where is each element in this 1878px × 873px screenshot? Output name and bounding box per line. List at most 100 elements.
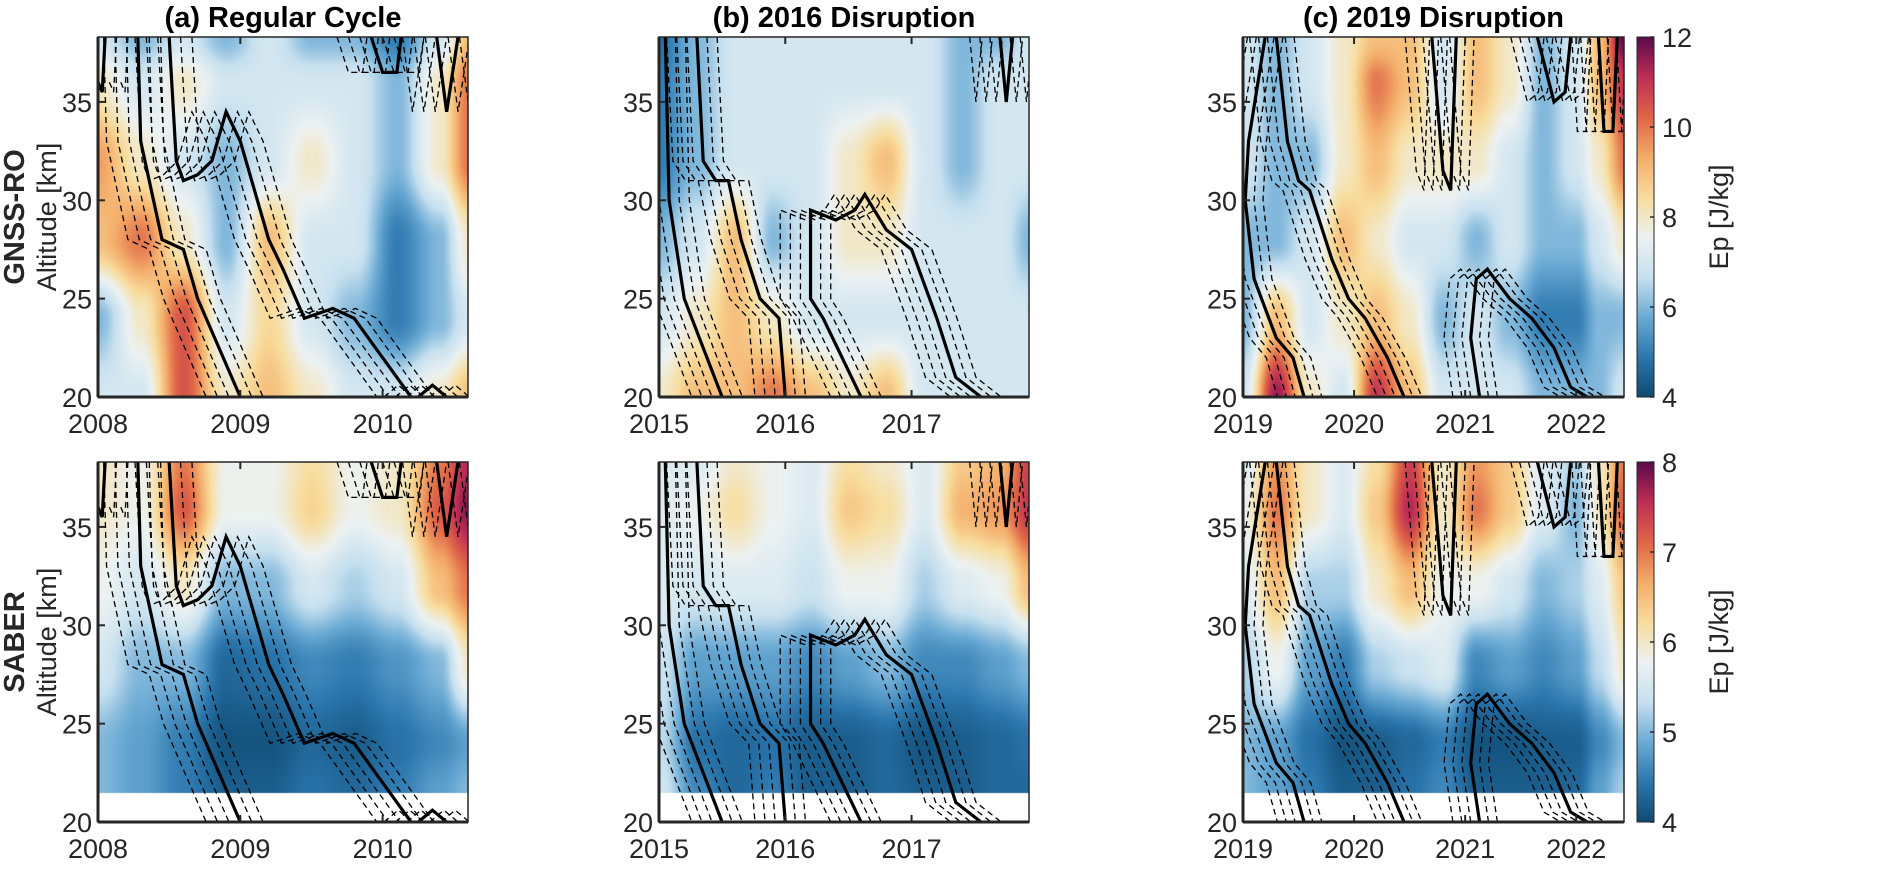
dashed-contour-line bbox=[665, 37, 756, 397]
dashed-contour-line bbox=[1487, 693, 1606, 822]
dashed-contour-line bbox=[359, 37, 391, 74]
dashed-contour-line bbox=[716, 37, 807, 397]
dashed-contour-line bbox=[1440, 37, 1466, 191]
dashed-contour-line bbox=[458, 37, 468, 106]
dashed-contour-line bbox=[440, 809, 468, 822]
x-tick-label: 2017 bbox=[882, 834, 942, 864]
colorbar-label: Ep [J/kg] bbox=[1704, 589, 1734, 694]
panel-c-gnss-ro-contours bbox=[1243, 37, 1624, 397]
dashed-contour-line bbox=[145, 462, 389, 822]
dashed-contour-line bbox=[1009, 462, 1024, 527]
dashed-contour-line bbox=[684, 37, 743, 397]
dashed-contour-line bbox=[1243, 37, 1287, 397]
dashed-contour-line bbox=[799, 618, 972, 822]
y-tick-label: 20 bbox=[62, 808, 92, 838]
dashed-contour-line bbox=[120, 462, 129, 518]
dashed-contour-line bbox=[830, 618, 1002, 822]
dashed-contour-line bbox=[1580, 37, 1601, 133]
colorbar-tick-label: 4 bbox=[1662, 808, 1677, 838]
solid-contour-line bbox=[663, 37, 724, 397]
dashed-contour-line bbox=[1448, 37, 1475, 191]
dashed-contour-line bbox=[684, 462, 743, 822]
solid-contour-line bbox=[417, 808, 448, 822]
dashed-contour-line bbox=[159, 462, 264, 822]
x-tick-label: 2015 bbox=[629, 409, 689, 439]
x-tick-label: 2017 bbox=[882, 409, 942, 439]
dashed-contour-line bbox=[659, 597, 713, 822]
dashed-contour-line bbox=[458, 462, 468, 531]
x-tick-label: 2019 bbox=[1213, 409, 1273, 439]
y-tick-label: 35 bbox=[623, 513, 653, 543]
y-tick-label: 20 bbox=[1207, 383, 1237, 413]
y-tick-label: 25 bbox=[1207, 710, 1237, 740]
dashed-contour-line bbox=[1243, 743, 1279, 822]
dashed-contour-line bbox=[1422, 37, 1449, 191]
colorbar-tick-label: 8 bbox=[1662, 203, 1677, 233]
panel-b-saber-contours bbox=[659, 462, 1029, 822]
dashed-contour-line bbox=[64, 462, 71, 517]
y-tick-label: 25 bbox=[623, 285, 653, 315]
dashed-contour-line bbox=[1257, 462, 1387, 822]
dashed-contour-line bbox=[1019, 37, 1029, 102]
dashed-contour-line bbox=[659, 309, 693, 397]
dashed-contour-line bbox=[103, 462, 207, 822]
dashed-contour-line bbox=[424, 37, 448, 112]
solid-contour-line bbox=[1535, 462, 1573, 530]
dashed-contour-line bbox=[114, 462, 219, 822]
dashed-contour-line bbox=[1527, 462, 1563, 529]
solid-contour-line bbox=[369, 462, 403, 500]
colorbar-tick-label: 5 bbox=[1662, 718, 1677, 748]
dashed-contour-line bbox=[1262, 462, 1323, 822]
x-tick-label: 2009 bbox=[210, 409, 270, 439]
dashed-contour-line bbox=[424, 462, 448, 537]
y-tick-label: 30 bbox=[623, 186, 653, 216]
dashed-contour-line bbox=[1440, 462, 1466, 616]
panel-a-gnss-ro-heatmap bbox=[98, 37, 468, 397]
x-tick-label: 2015 bbox=[629, 834, 689, 864]
dashed-contour-line bbox=[413, 462, 436, 537]
dashed-contour-line bbox=[148, 462, 253, 822]
dashed-contour-line bbox=[1262, 37, 1323, 397]
colorbar-tick-label: 7 bbox=[1662, 538, 1677, 568]
y-tick-label: 25 bbox=[62, 710, 92, 740]
panel-a-gnss-ro-axes-frame bbox=[97, 36, 469, 398]
dashed-contour-line bbox=[779, 193, 952, 397]
y-tick-label: 30 bbox=[1207, 611, 1237, 641]
dashed-contour-line bbox=[1249, 462, 1379, 822]
dashed-contour-line bbox=[157, 37, 401, 397]
solid-contour-line bbox=[1243, 462, 1306, 822]
panel-b-gnss-ro-title: (b) 2016 Disruption bbox=[713, 2, 976, 34]
dashed-contour-line bbox=[145, 37, 389, 397]
dashed-contour-line bbox=[429, 809, 459, 822]
dashed-contour-line bbox=[440, 384, 468, 397]
dashed-contour-line bbox=[716, 462, 807, 822]
y-tick-label: 35 bbox=[62, 513, 92, 543]
x-tick-label: 2008 bbox=[68, 409, 128, 439]
dashed-contour-line bbox=[1243, 37, 1296, 397]
solid-contour-line bbox=[136, 37, 242, 397]
y-tick-label: 35 bbox=[62, 88, 92, 118]
dashed-contour-line bbox=[1527, 37, 1563, 104]
solid-contour-line bbox=[1274, 462, 1406, 822]
dashed-contour-line bbox=[1588, 462, 1610, 558]
dashed-contour-line bbox=[1545, 462, 1581, 529]
dashed-contour-line bbox=[1510, 37, 1545, 104]
dashed-contour-line bbox=[1615, 37, 1624, 133]
dashed-contour-line bbox=[779, 618, 952, 822]
dashed-contour-line bbox=[64, 37, 71, 92]
y-tick-label: 20 bbox=[623, 808, 653, 838]
dashed-contour-line bbox=[686, 462, 776, 822]
dashed-contour-line bbox=[401, 37, 425, 112]
dashed-contour-line bbox=[114, 37, 219, 397]
dashed-contour-line bbox=[1243, 318, 1279, 397]
dashed-contour-line bbox=[1448, 462, 1475, 616]
dashed-contour-line bbox=[789, 618, 962, 822]
dashed-contour-line bbox=[1443, 693, 1562, 822]
dashed-contour-line bbox=[686, 37, 776, 397]
y-axis-label: Altitude [km] bbox=[32, 568, 62, 717]
solid-contour-line bbox=[369, 37, 403, 75]
dashed-contour-line bbox=[381, 37, 414, 74]
dashed-contour-line bbox=[447, 37, 468, 112]
